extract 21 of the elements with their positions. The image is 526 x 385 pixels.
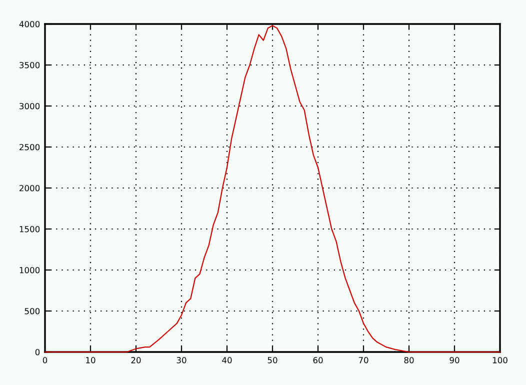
x-tick-label: 60 — [313, 357, 323, 364]
x-tick-label: 50 — [268, 357, 278, 364]
x-tick-label: 100 — [492, 357, 508, 364]
x-tick-label: 20 — [131, 357, 141, 364]
y-tick-label: 3000 — [20, 102, 40, 110]
y-tick-label: 3500 — [20, 62, 40, 68]
y-tick-label: 0 — [35, 348, 40, 356]
y-tick-label: 500 — [24, 308, 40, 314]
x-tick-label: 30 — [176, 357, 186, 364]
x-tick-label: 70 — [358, 357, 368, 364]
x-tick-label: 90 — [450, 357, 460, 364]
x-tick-label: 0 — [42, 357, 48, 364]
y-tick-label: 1000 — [20, 266, 40, 274]
y-tick-label: 4000 — [19, 20, 40, 28]
y-tick-label: 2500 — [20, 144, 40, 150]
y-tick-label: 2000 — [20, 184, 40, 192]
line-series — [44, 25, 501, 353]
y-tick-label: 1500 — [20, 226, 40, 232]
x-tick-label: 10 — [86, 357, 96, 364]
x-tick-label: 40 — [222, 357, 232, 364]
x-tick-label: 80 — [404, 357, 414, 364]
